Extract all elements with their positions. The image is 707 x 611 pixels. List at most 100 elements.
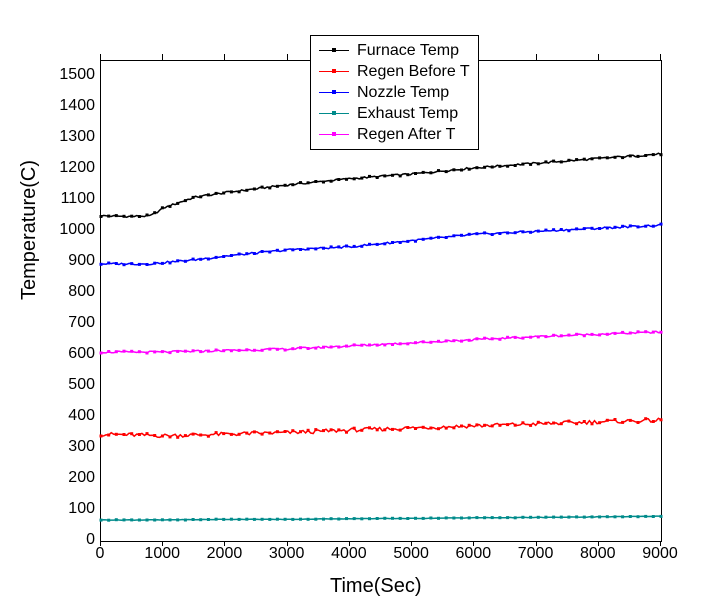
series-marker (560, 160, 563, 163)
series-marker (452, 426, 455, 429)
series-marker (368, 243, 371, 246)
series-marker (376, 428, 379, 431)
series-marker (314, 518, 317, 521)
series-marker (498, 516, 501, 519)
series-marker (652, 515, 655, 518)
series-marker (291, 248, 294, 251)
series-marker (115, 262, 118, 265)
series-marker (245, 252, 248, 255)
series-marker (276, 430, 279, 433)
y-tick-label: 1500 (45, 66, 95, 84)
series-marker (345, 517, 348, 520)
series-marker (199, 434, 202, 437)
y-tick-label: 1400 (45, 97, 95, 115)
series-marker (360, 344, 363, 347)
series-marker (215, 349, 218, 352)
series-marker (391, 241, 394, 244)
series-marker (184, 350, 187, 353)
series-marker (498, 424, 501, 427)
series-marker (491, 337, 494, 340)
series-marker (307, 248, 310, 251)
x-tick-label: 9000 (642, 545, 678, 563)
series-marker (322, 429, 325, 432)
series-marker (176, 350, 179, 353)
series-marker (169, 351, 172, 354)
series-marker (460, 517, 463, 520)
series-marker (575, 422, 578, 425)
x-axis-label: Time(Sec) (330, 575, 421, 598)
series-marker (268, 348, 271, 351)
series-marker (491, 233, 494, 236)
series-marker (253, 349, 256, 352)
series-marker (192, 433, 195, 436)
series-marker (406, 240, 409, 243)
series-marker (100, 215, 103, 218)
series-marker (414, 517, 417, 520)
series-marker (567, 159, 570, 162)
series-marker (207, 193, 210, 196)
series-marker (238, 253, 241, 256)
series-marker (414, 341, 417, 344)
series-marker (468, 339, 471, 342)
series-marker (575, 333, 578, 336)
series-marker (652, 225, 655, 228)
series-marker (100, 435, 103, 438)
series-marker (537, 162, 540, 165)
y-axis-label: Temperature(C) (18, 160, 41, 300)
series-marker (529, 336, 532, 339)
series-marker (107, 519, 110, 522)
series-marker (330, 245, 333, 248)
series-marker (468, 424, 471, 427)
series-marker (138, 350, 141, 353)
series-marker (498, 232, 501, 235)
series-marker (238, 518, 241, 521)
series-marker (307, 181, 310, 184)
series-marker (606, 515, 609, 518)
series-marker (345, 345, 348, 348)
series-marker (176, 436, 179, 439)
series-marker (506, 336, 509, 339)
series-marker (537, 516, 540, 519)
x-tick-label: 7000 (518, 545, 554, 563)
series-marker (222, 518, 225, 521)
series-marker (115, 518, 118, 521)
series-marker (107, 262, 110, 265)
series-marker (483, 231, 486, 234)
series-marker (261, 433, 264, 436)
series-marker (299, 346, 302, 349)
series-marker (314, 347, 317, 350)
series-marker (261, 186, 264, 189)
series-marker (123, 215, 126, 218)
series-marker (107, 434, 110, 437)
series-marker (230, 190, 233, 193)
series-marker (614, 226, 617, 229)
series-marker (567, 334, 570, 337)
series-marker (537, 230, 540, 233)
series-marker (146, 432, 149, 435)
series-marker (621, 331, 624, 334)
series-marker (452, 339, 455, 342)
series-marker (575, 227, 578, 230)
series-marker (629, 515, 632, 518)
series-marker (199, 518, 202, 521)
series-marker (521, 163, 524, 166)
series-marker (383, 174, 386, 177)
series-marker (199, 258, 202, 261)
series-marker (537, 421, 540, 424)
series-marker (360, 245, 363, 248)
series-marker (322, 518, 325, 521)
series-marker (314, 180, 317, 183)
series-marker (598, 333, 601, 336)
series-marker (376, 176, 379, 179)
series-marker (192, 258, 195, 261)
series-marker (146, 352, 149, 355)
series-marker (506, 231, 509, 234)
series-marker (222, 255, 225, 258)
series-marker (468, 233, 471, 236)
series-marker (192, 196, 195, 199)
series-marker (560, 516, 563, 519)
series-marker (291, 518, 294, 521)
legend: Furnace TempRegen Before TNozzle TempExh… (310, 35, 479, 150)
series-marker (284, 249, 287, 252)
series-marker (161, 262, 164, 265)
